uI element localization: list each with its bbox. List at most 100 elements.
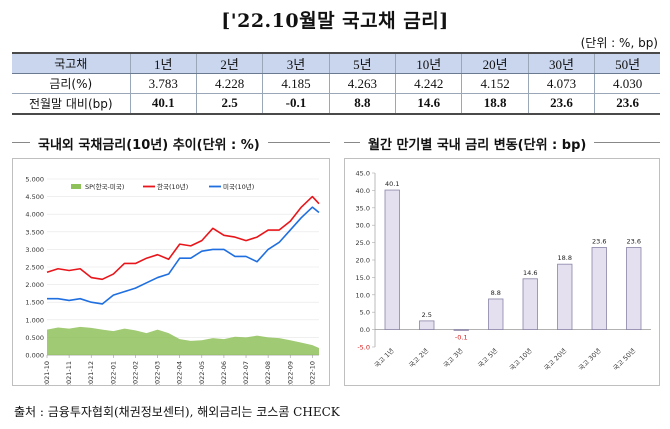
x-tick-label: 국고 2년	[407, 346, 430, 369]
y-tick-label: -5.0	[357, 344, 370, 352]
table-cell: 4.242	[394, 73, 462, 94]
data-label: 18.8	[558, 254, 572, 262]
series-area-spread	[47, 326, 319, 355]
x-tick-label: 국고 5년	[476, 346, 499, 369]
header-cell: 국고채	[12, 52, 130, 74]
y-tick-label: 3.500	[25, 228, 44, 236]
table-cell: 4.228	[195, 73, 263, 94]
data-label: 23.6	[592, 237, 606, 245]
x-tick-label: 국고 50년	[611, 346, 637, 372]
x-tick-label: 2022-05	[198, 361, 206, 385]
data-label: 2.5	[422, 311, 432, 319]
table-cell: 18.8	[461, 93, 529, 115]
legend-label: 한국(10년)	[157, 182, 188, 191]
series-line-us	[47, 206, 320, 305]
y-tick-label: 30.0	[356, 222, 370, 230]
y-tick-label: 0.000	[25, 352, 44, 360]
x-tick-label: 2022-06	[220, 361, 228, 385]
y-tick-label: 0.0	[360, 326, 370, 334]
bar	[419, 320, 435, 330]
y-tick-label: 40.0	[356, 187, 370, 195]
bar-chart-panel: -5.0 0.0 5.0 10.0 15.0 20.0 25.0 30.0 35.0 40.0 45…	[344, 158, 660, 386]
x-tick-label: 국고 30년	[576, 346, 602, 372]
x-tick-label: 2022-01	[109, 361, 117, 385]
line-chart: 0.000 0.500 1.000 1.500 2.000 2.500 3.000 3.500…	[25, 176, 320, 388]
header-cell: 50년	[594, 52, 660, 74]
header-cell: 5년	[328, 52, 396, 74]
y-tick-label: 10.0	[356, 291, 370, 299]
x-tick-label: 2021-12	[87, 361, 95, 385]
x-tick-label: 국고 10년	[507, 346, 533, 372]
left-chart-title: 국내외 국채금리(10년) 추이(단위 : %)	[30, 134, 268, 153]
y-tick-label: 15.0	[356, 274, 370, 282]
header-cell: 2년	[195, 52, 263, 74]
table-cell: 14.6	[394, 93, 462, 115]
y-tick-label: 20.0	[356, 257, 370, 265]
y-tick-label: 4.000	[25, 211, 44, 219]
bar	[488, 298, 504, 330]
x-tick-label: 2022-03	[154, 361, 162, 385]
table-cell: 4.030	[594, 73, 660, 94]
table-header-row: 국고채 1년 2년 3년 5년 10년 20년 30년 50년	[12, 52, 660, 74]
y-tick-label: 3.000	[25, 246, 44, 254]
legend-label: SP(한국-미국)	[85, 182, 124, 191]
y-tick-label: 0.500	[25, 334, 44, 342]
y-tick-label: 1.000	[25, 316, 44, 324]
header-cell: 30년	[527, 52, 595, 74]
right-chart-title: 월간 만기별 국내 금리 변동(단위 : bp)	[360, 134, 595, 153]
row-label: 금리(%)	[49, 77, 93, 91]
x-tick-label: 2022-09	[286, 361, 294, 385]
x-tick-label: 2022-07	[242, 361, 250, 385]
data-label: 23.6	[627, 237, 641, 245]
table-cell: 4.073	[527, 73, 595, 94]
y-tick-label: 2.500	[25, 264, 44, 272]
x-tick-label: 국고 3년	[441, 346, 464, 369]
table-cell: 23.6	[594, 93, 660, 115]
rates-table: 국고채 1년 2년 3년 5년 10년 20년 30년 50년 금리(%) 3.…	[12, 52, 660, 115]
x-tick-label: 2022-08	[264, 361, 272, 385]
source-note: 출처 : 금융투자협회(채권정보센터), 해외금리는 코스콤 CHECK	[14, 405, 340, 419]
row-label: 전월말 대비(bp)	[12, 93, 130, 115]
table-row-change: 전월말 대비(bp) 40.1 2.5 -0.1 8.8 14.6 18.8 2…	[12, 93, 660, 115]
data-label: 8.8	[491, 289, 501, 297]
legend-swatch	[71, 184, 81, 189]
header-cell: 10년	[394, 52, 462, 74]
table-cell: 4.152	[461, 73, 529, 94]
page-title: ['22.10월말 국고채 금리]	[221, 10, 449, 32]
table-cell: 4.185	[262, 73, 330, 94]
table-cell: 23.6	[527, 93, 595, 115]
y-tick-label: 25.0	[356, 239, 370, 247]
series-line-korea	[46, 195, 320, 281]
bar-chart: -5.0 0.0 5.0 10.0 15.0 20.0 25.0 30.0 35.0 40.0 45…	[356, 170, 651, 372]
bar	[626, 247, 642, 330]
table-cell: 40.1	[129, 93, 197, 115]
bar	[453, 329, 469, 331]
data-label: -0.1	[455, 334, 468, 342]
unit-note: (단위 : %, bp)	[580, 36, 658, 50]
header-cell: 3년	[262, 52, 330, 74]
data-label: 40.1	[385, 180, 399, 188]
y-tick-label: 5.0	[360, 309, 370, 317]
table-cell: 2.5	[195, 93, 263, 115]
bar	[384, 189, 400, 331]
y-tick-label: 45.0	[356, 170, 370, 178]
legend-label: 미국(10년)	[223, 182, 254, 191]
x-tick-label: 2022-10	[308, 361, 316, 385]
x-tick-label: 2021-10	[43, 361, 51, 385]
y-tick-label: 2.000	[25, 281, 44, 289]
table-cell: 4.263	[328, 73, 396, 94]
table-row-rate: 금리(%) 3.783 4.228 4.185 4.263 4.242 4.15…	[12, 73, 660, 94]
y-tick-label: 4.500	[25, 193, 44, 201]
y-tick-label: 35.0	[356, 204, 370, 212]
y-tick-label: 5.000	[25, 176, 44, 184]
x-tick-label: 2022-04	[176, 361, 184, 385]
x-tick-label: 국고 20년	[542, 346, 568, 372]
line-chart-panel: 0.000 0.500 1.000 1.500 2.000 2.500 3.000 3.500…	[12, 158, 330, 388]
bar	[557, 263, 573, 331]
header-cell: 20년	[461, 52, 529, 74]
bar	[591, 247, 607, 330]
header-cell: 1년	[129, 52, 197, 74]
data-label: 14.6	[523, 269, 537, 277]
x-tick-label: 2022-02	[131, 361, 139, 385]
bar	[522, 278, 538, 330]
